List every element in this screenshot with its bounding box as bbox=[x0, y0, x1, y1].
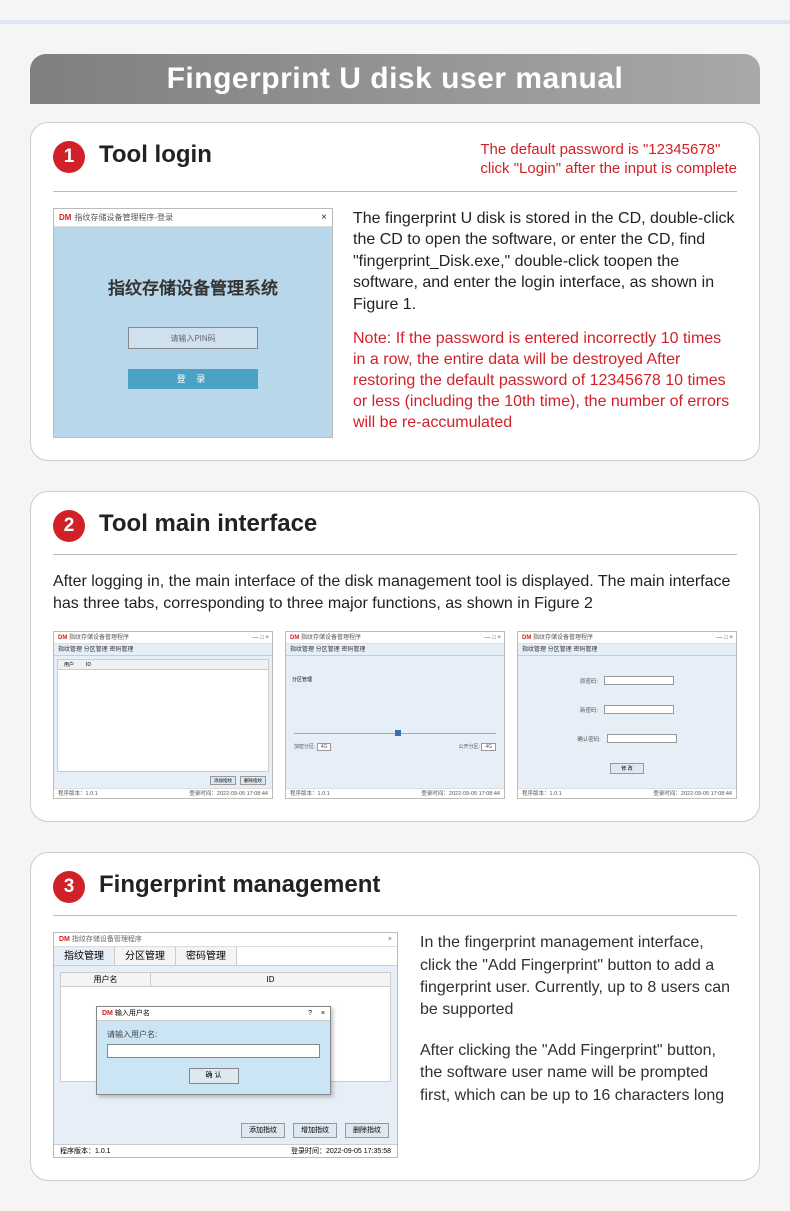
divider bbox=[53, 554, 737, 555]
confirm-password-field[interactable] bbox=[607, 734, 677, 743]
new-password-field[interactable] bbox=[604, 705, 674, 714]
login-app-heading: 指纹存储设备管理系统 bbox=[108, 274, 278, 299]
login-instructions: The fingerprint U disk is stored in the … bbox=[353, 208, 737, 316]
del-fp-button[interactable]: 删除指纹 bbox=[240, 776, 266, 785]
screenshot-password-tab: DM 指纹存储设备管理程序— □ × 指纹管理 分区管理 密码管理 原密码: 新… bbox=[517, 631, 737, 799]
status-version: 程序版本：1.0.1 bbox=[60, 1145, 111, 1157]
default-password-note: The default password is "12345678" click… bbox=[480, 141, 737, 179]
pin-input[interactable]: 请输入PIN码 bbox=[128, 327, 258, 349]
close-icon[interactable]: × bbox=[321, 212, 327, 223]
fp-desc-2: After clicking the "Add Fingerprint" but… bbox=[420, 1040, 737, 1107]
main-interface-desc: After logging in, the main interface of … bbox=[53, 571, 737, 616]
note-line-1: The default password is "12345678" bbox=[480, 141, 737, 160]
dialog-label: 请输入用户名: bbox=[107, 1029, 320, 1040]
help-icon[interactable]: ? bbox=[308, 1007, 312, 1021]
login-warning: Note: If the password is entered incorre… bbox=[353, 329, 737, 433]
dialog-ok-button[interactable]: 确 认 bbox=[189, 1068, 239, 1084]
btn-inc-fp[interactable]: 增加指纹 bbox=[293, 1123, 337, 1138]
section-title-login: Tool login bbox=[99, 141, 212, 169]
screenshot-partition-tab: DM 指纹存储设备管理程序— □ × 指纹管理 分区管理 密码管理 分区管理 加… bbox=[285, 631, 505, 799]
page-banner: Fingerprint U disk user manual bbox=[30, 54, 760, 104]
tab-fingerprint[interactable]: 指纹管理 bbox=[54, 947, 115, 965]
tab-partition[interactable]: 分区管理 bbox=[115, 947, 176, 965]
login-window-titlebar: DM 指纹存储设备管理程序-登录 × bbox=[54, 209, 332, 227]
status-time: 登录时间：2022-09-05 17:35:58 bbox=[291, 1145, 391, 1157]
slider-handle-icon[interactable] bbox=[395, 730, 401, 736]
dialog-title: 输入用户名 bbox=[115, 1010, 150, 1017]
username-input[interactable] bbox=[107, 1044, 320, 1058]
col-username: 用户名 bbox=[61, 973, 151, 986]
fp-desc-1: In the fingerprint management interface,… bbox=[420, 932, 737, 1022]
note-line-2: click "Login" after the input is complet… bbox=[480, 160, 737, 179]
top-stripe bbox=[0, 20, 790, 24]
login-window-title: 指纹存储设备管理程序-登录 bbox=[74, 212, 173, 223]
step-badge-1: 1 bbox=[53, 141, 85, 173]
section-tool-login: 1 Tool login The default password is "12… bbox=[30, 122, 760, 461]
section-title-main: Tool main interface bbox=[99, 510, 317, 538]
username-dialog: DM 输入用户名 ? × 请输入用户名: 确 认 bbox=[96, 1006, 331, 1095]
close-icon[interactable]: × bbox=[388, 933, 392, 947]
banner-title: Fingerprint U disk user manual bbox=[30, 62, 760, 96]
fingerprint-mgmt-screenshot: DM 指纹存储设备管理程序× 指纹管理 分区管理 密码管理 用户名 ID bbox=[53, 932, 398, 1158]
login-screenshot: DM 指纹存储设备管理程序-登录 × 指纹存储设备管理系统 请输入PIN码 登 … bbox=[53, 208, 333, 438]
tab-password[interactable]: 密码管理 bbox=[176, 947, 237, 965]
section-main-interface: 2 Tool main interface After logging in, … bbox=[30, 491, 760, 823]
btn-del-fp[interactable]: 删除指纹 bbox=[345, 1123, 389, 1138]
step-badge-3: 3 bbox=[53, 871, 85, 903]
section-fingerprint-mgmt: 3 Fingerprint management DM 指纹存储设备管理程序× … bbox=[30, 852, 760, 1181]
section-title-fp: Fingerprint management bbox=[99, 871, 380, 899]
btn-add-fp[interactable]: 添加指纹 bbox=[241, 1123, 285, 1138]
step-badge-2: 2 bbox=[53, 510, 85, 542]
col-id: ID bbox=[151, 973, 390, 986]
divider bbox=[53, 915, 737, 916]
change-password-button[interactable]: 修 改 bbox=[610, 763, 644, 774]
dialog-close-icon[interactable]: × bbox=[321, 1007, 325, 1021]
add-fp-button[interactable]: 添加指纹 bbox=[210, 776, 236, 785]
screenshot-fingerprint-tab: DM 指纹存储设备管理程序— □ × 指纹管理 分区管理 密码管理 用户ID 添… bbox=[53, 631, 273, 799]
divider bbox=[53, 191, 737, 192]
login-button[interactable]: 登 录 bbox=[128, 369, 258, 389]
old-password-field[interactable] bbox=[604, 676, 674, 685]
